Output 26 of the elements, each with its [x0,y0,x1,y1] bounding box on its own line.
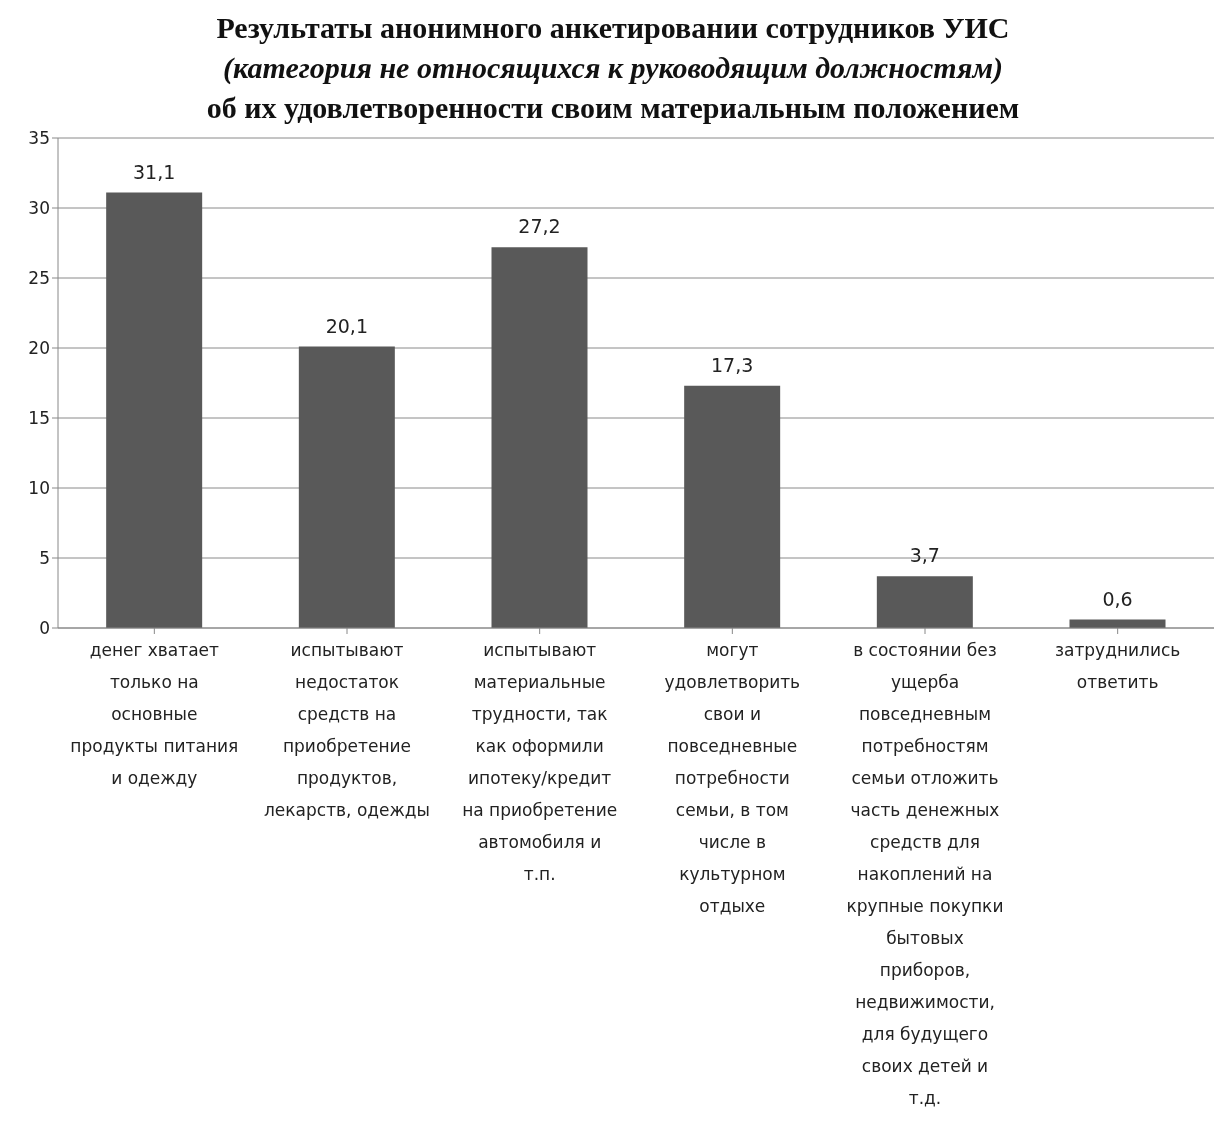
y-tick-label: 35 [28,128,50,149]
bar [876,576,973,628]
chart-title: Результаты анонимного анкетировании сотрудников УИС (категория не относящихся к руководящим должностям) об их удовлетворенности своим материальным положением [205,10,1021,126]
data-label: 3,7 [909,544,940,567]
x-tick-label: денег хватает только на основные продукты питания и одежду [70,640,239,788]
y-tick-label: 0 [39,618,50,639]
x-tick-label: затруднились ответить [1054,640,1181,692]
data-label: 0,6 [1102,587,1133,610]
data-label: 27,2 [518,215,561,238]
bar [491,247,588,628]
data-label: 20,1 [325,314,368,337]
category-label: могут удовлетворить свои и повседневные потребности семьи, в том числе в культурном отдыхе [664,640,801,916]
bar [684,385,781,628]
y-tick-label: 10 [28,478,50,499]
data-label: 31,1 [133,160,176,183]
x-tick-label: испытывают недостаток средств на приобретение продуктов, лекарств, одежды [264,640,430,820]
category-label: в состоянии без ущерба повседневным потребностям семьи отложить часть денежных средств для накоплений на крупные покупки бытовых приборов, недвижимости, для будущего своих детей и т.д. [846,640,1004,1108]
y-tick-label: 25 [28,268,50,289]
bar [106,192,203,628]
x-tick-label: испытывают материальные трудности, так как оформили ипотеку/кредит на приобретение автомобиля и т.п. [462,640,618,884]
y-tick-label: 20 [28,338,50,359]
y-tick-label: 30 [28,198,50,219]
y-tick-label: 5 [39,548,50,569]
y-tick-label: 15 [28,408,50,429]
bar [298,346,395,628]
data-label: 17,3 [711,353,754,376]
